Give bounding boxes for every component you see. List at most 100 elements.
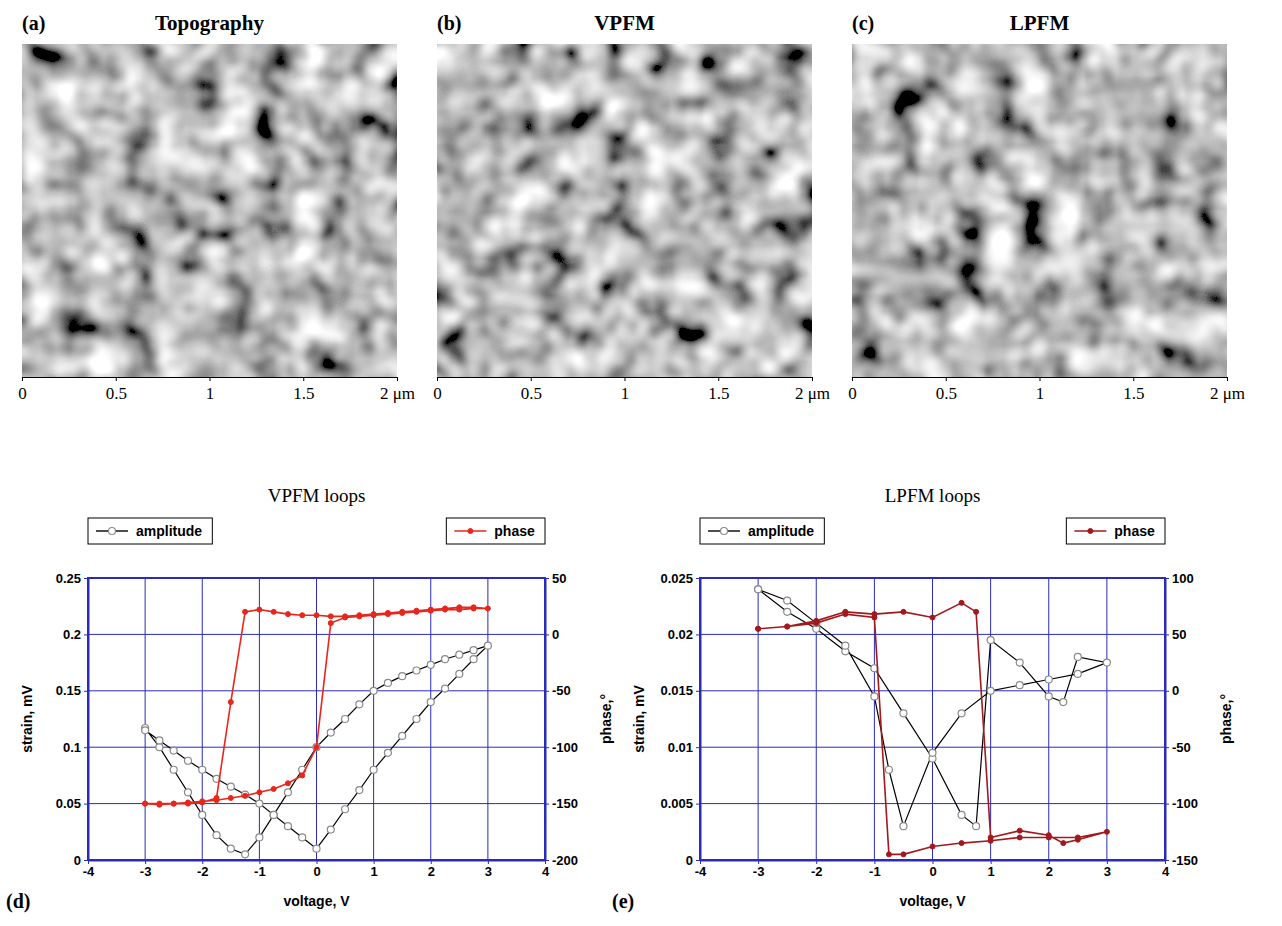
x-axis-title: voltage, V [899,893,966,909]
panel-title: LPFM [1010,11,1070,35]
axis-line [545,579,547,861]
point [785,624,790,629]
point [400,610,405,615]
tick-label: -100 [552,740,578,755]
tick-label: 0 [1172,683,1179,698]
tick: 0.5 [521,377,542,403]
legend-item: amplitude [700,518,824,544]
tick: 1.5 [293,377,314,403]
point [143,801,148,806]
tick: 2 μm [380,377,415,403]
tick-mark [696,804,700,805]
tick-label: 1 [1036,384,1045,403]
tick-label: 2 μm [795,384,830,403]
point [973,823,980,830]
tick-mark [696,578,700,579]
point [784,597,791,604]
point [342,806,349,813]
point [886,852,891,857]
tick-mark [1133,377,1134,381]
tick: 0 [18,377,27,403]
x-axis: 00.511.52 μm [433,377,830,403]
legend-marker [468,529,473,534]
tick-mark [1165,634,1169,635]
tick-label: 2 [1046,864,1053,879]
grid-line [700,747,1165,748]
tick-label: 3 [1104,864,1111,879]
point [901,609,906,614]
tick-mark [545,804,549,805]
panel-letter: (c) [852,12,874,35]
tick-label: 1.5 [1123,384,1144,403]
tick-mark [1165,804,1169,805]
series-line [758,603,1107,855]
point [1016,682,1023,689]
point [485,606,490,611]
point [328,621,333,626]
tick: 2 [428,860,435,879]
tick: -3 [753,860,765,879]
tick: -3 [140,860,152,879]
tick-label: 2 μm [1210,384,1245,403]
image-area [852,44,1227,377]
axis-line [23,378,398,382]
tick-label: 100 [1172,571,1194,586]
point [1074,653,1081,660]
point [456,670,463,677]
point [471,606,476,611]
tick: 0 [686,853,700,868]
point [1060,699,1067,706]
point [427,699,434,706]
series-line [758,589,1107,826]
tick: 0 [433,377,442,403]
tick: 2 [1046,860,1053,879]
axis-line [1165,579,1167,861]
point [170,747,177,754]
tick-label: 0.025 [660,571,693,586]
point [428,608,433,613]
tick: 0.01 [668,740,700,755]
tick-mark [696,860,700,861]
tick: 1 [988,860,995,879]
tick-mark [625,377,626,381]
tick-label: 0.005 [660,796,693,811]
point [885,766,892,773]
x-axis-title: voltage, V [283,893,350,909]
tick: 4 [542,860,550,879]
point [443,607,448,612]
point [300,613,305,618]
tick: 0 [848,377,857,403]
tick: 0.25 [56,571,88,586]
tick-label: 50 [1172,627,1186,642]
grid-line [373,578,374,860]
tick-label: -4 [83,864,95,879]
tick-label: -4 [695,864,707,879]
point [442,656,449,663]
point [930,615,935,620]
point [313,845,320,852]
grid [700,578,1165,860]
tick-label: 0.5 [106,384,127,403]
tick-label: 0.015 [660,683,693,698]
legend-label: phase [494,523,535,539]
grid-line [700,578,701,860]
panel-title: Topography [155,11,264,35]
tick: 0.05 [56,796,88,811]
point [399,673,406,680]
tick-label: 0.5 [936,384,957,403]
point [930,844,935,849]
point [285,781,290,786]
line-chart: -4-3-2-10123400.0050.010.0150.020.025-15… [612,485,1234,913]
tick-mark [84,578,88,579]
tick-mark [545,691,549,692]
point [199,811,206,818]
point [227,845,234,852]
tick-mark [531,377,532,381]
tick: 0 [545,627,559,642]
point [399,732,406,739]
point [285,612,290,617]
point [256,834,263,841]
tick: 1.5 [708,377,729,403]
point [142,727,149,734]
legend-item: phase [446,518,545,544]
